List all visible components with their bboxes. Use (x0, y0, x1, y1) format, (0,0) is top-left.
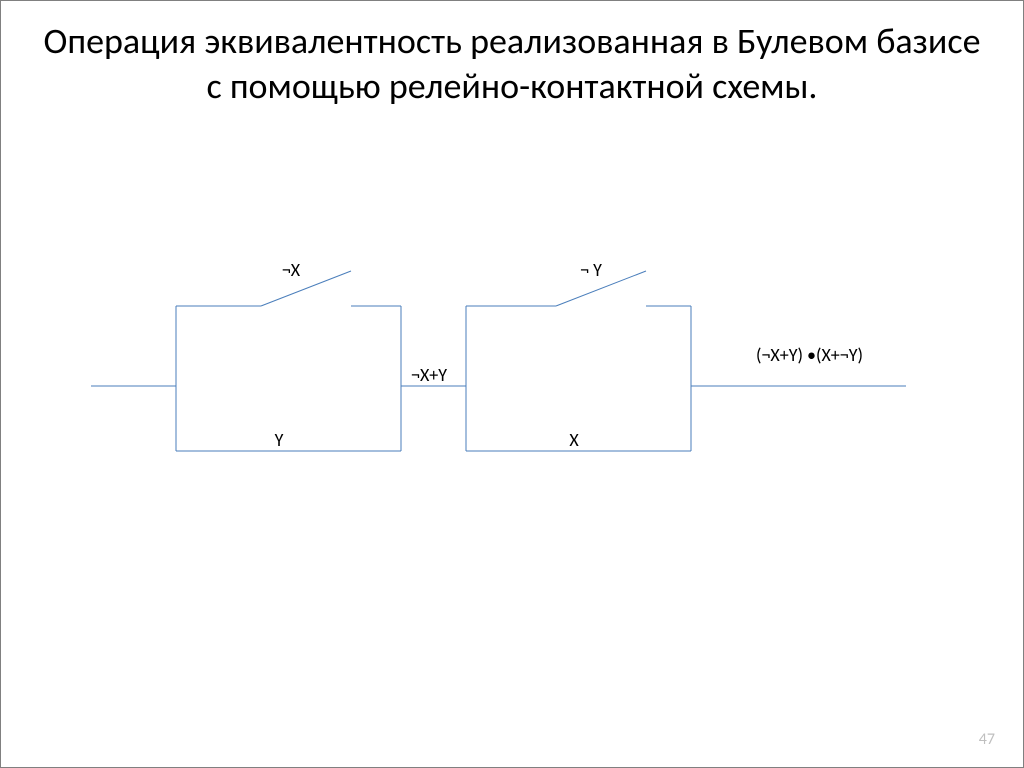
diagram-canvas: ¬X Y ¬X+Y ¬ Y X (¬X+Y) •(X+¬Y) (1, 171, 1024, 671)
svg-text:¬X+Y: ¬X+Y (411, 364, 447, 386)
page-number: 47 (979, 730, 995, 749)
svg-text:(¬X+Y) •(X+¬Y): (¬X+Y) •(X+¬Y) (756, 344, 863, 366)
slide-title: Операция эквивалентность реализованная в… (41, 19, 983, 109)
svg-text:¬ Y: ¬ Y (580, 259, 602, 281)
svg-text:¬X: ¬X (282, 259, 301, 281)
relay-diagram: ¬X Y ¬X+Y ¬ Y X (¬X+Y) •(X+¬Y) (1, 171, 1024, 671)
svg-text:Y: Y (275, 429, 284, 451)
slide: Операция эквивалентность реализованная в… (0, 0, 1024, 768)
svg-text:X: X (569, 429, 579, 451)
